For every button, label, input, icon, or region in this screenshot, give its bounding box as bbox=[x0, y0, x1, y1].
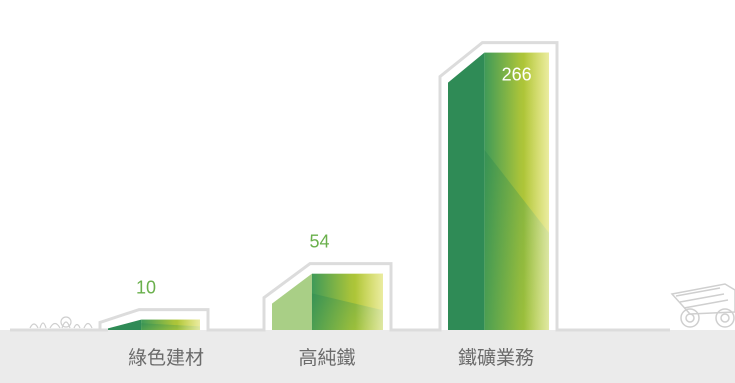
bar-1 bbox=[108, 319, 200, 330]
bar-highlight bbox=[355, 273, 383, 330]
ground-band bbox=[0, 330, 735, 383]
mining-truck-icon bbox=[670, 283, 735, 328]
value-label: 266 bbox=[502, 65, 532, 85]
category-label: 高純鐵 bbox=[298, 347, 355, 369]
value-label: 10 bbox=[136, 278, 156, 298]
bars-group bbox=[108, 52, 549, 330]
category-label: 鐵礦業務 bbox=[458, 347, 534, 369]
value-labels-group: 10 54 266 bbox=[136, 65, 532, 298]
bar-front-face bbox=[141, 319, 200, 330]
category-labels-group: 綠色建材 高純鐵 鐵礦業務 bbox=[128, 347, 534, 369]
bar-2 bbox=[272, 273, 383, 330]
grass-tuft-icon bbox=[29, 316, 93, 329]
bar-side-face bbox=[448, 52, 485, 330]
bar-outline bbox=[10, 41, 670, 332]
bar-highlight bbox=[177, 319, 200, 330]
category-label: 綠色建材 bbox=[128, 347, 204, 369]
bar-side-face bbox=[272, 273, 312, 330]
value-label: 54 bbox=[309, 232, 329, 252]
bar-highlight bbox=[523, 52, 549, 330]
bar-3 bbox=[448, 52, 549, 330]
bar-side-face bbox=[108, 319, 142, 330]
